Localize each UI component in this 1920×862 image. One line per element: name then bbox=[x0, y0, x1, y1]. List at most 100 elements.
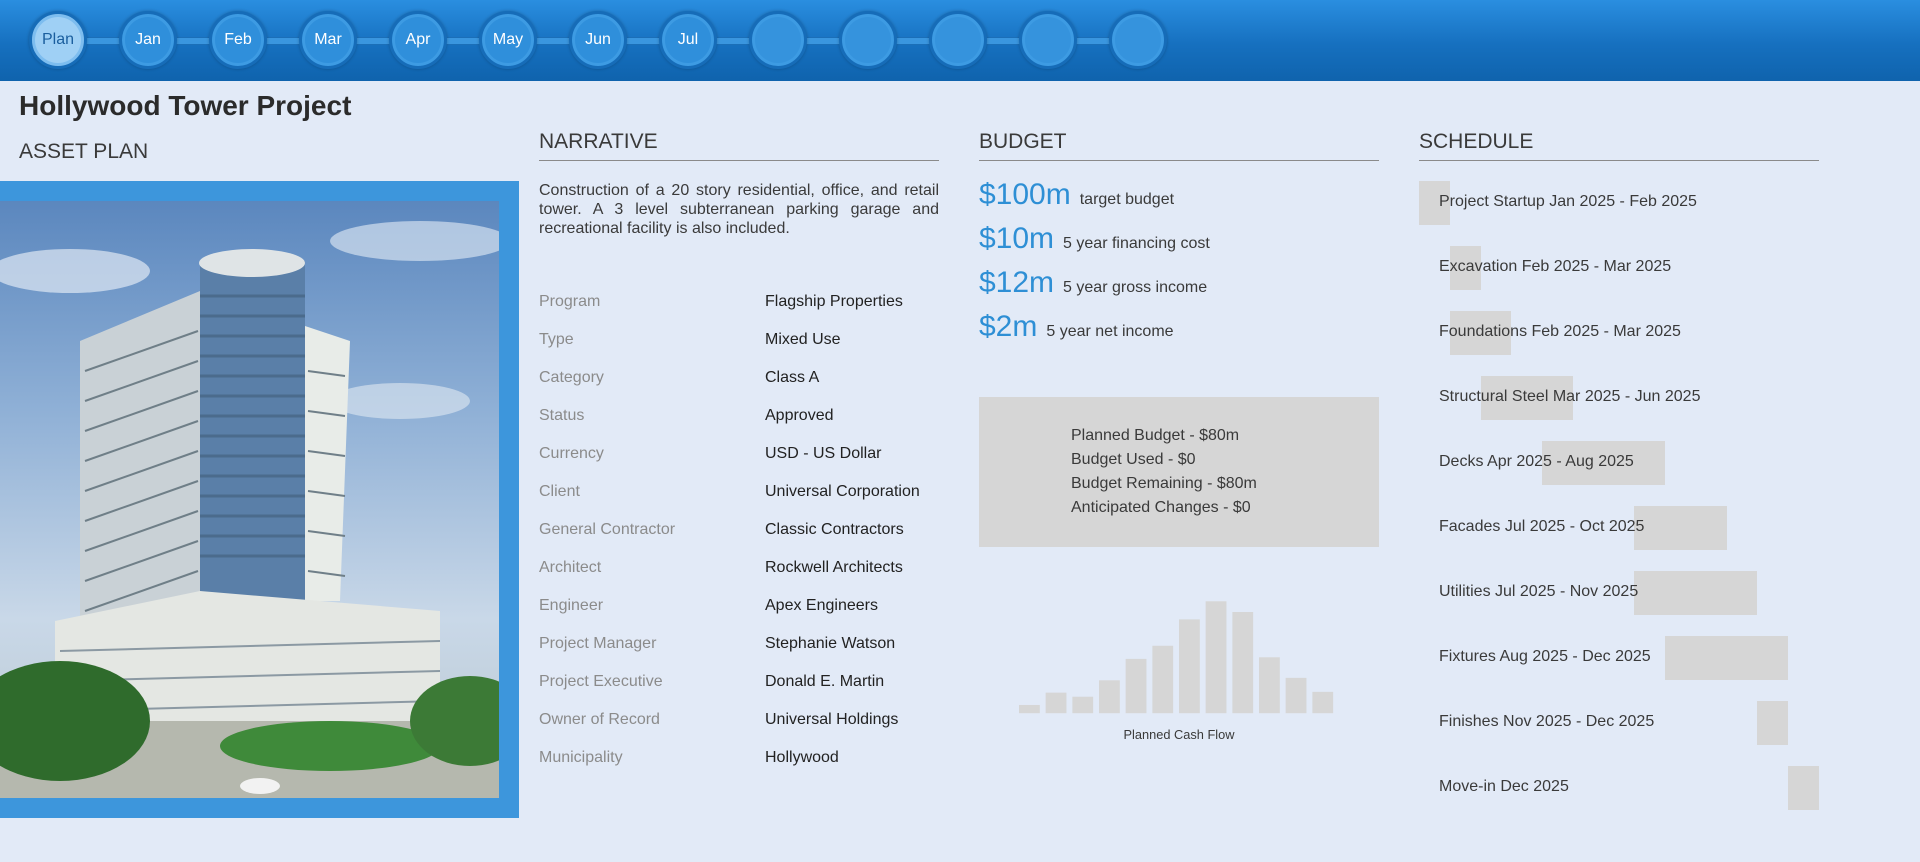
budget-figure: $100m target budget bbox=[979, 178, 1399, 222]
property-value: Universal Holdings bbox=[765, 711, 899, 728]
timeline-step-mar[interactable]: Mar bbox=[299, 11, 357, 69]
timeline-step-jul[interactable]: Jul bbox=[659, 11, 717, 69]
property-row: Program Flagship Properties bbox=[539, 293, 959, 331]
cash-flow-bar bbox=[1232, 612, 1254, 714]
schedule-bar bbox=[1634, 571, 1758, 615]
cash-flow-bar bbox=[1019, 704, 1040, 714]
page-subtitle: ASSET PLAN bbox=[19, 140, 149, 163]
budget-summary-line: Budget Remaining - $80m bbox=[1071, 475, 1257, 492]
property-row: Architect Rockwell Architects bbox=[539, 559, 959, 597]
schedule-bar bbox=[1665, 636, 1789, 680]
budget-summary-line: Anticipated Changes - $0 bbox=[1071, 499, 1251, 516]
cash-flow-bar bbox=[1099, 680, 1120, 714]
cash-flow-chart: Planned Cash Flow bbox=[1019, 601, 1334, 742]
budget-figure: $2m 5 year net income bbox=[979, 310, 1399, 354]
timeline-step-blank-9[interactable] bbox=[749, 11, 807, 69]
property-value: Stephanie Watson bbox=[765, 635, 896, 652]
cash-flow-bar bbox=[1285, 677, 1307, 714]
schedule-task-label: Move-in Dec 2025 bbox=[1439, 778, 1569, 795]
timeline-step-blank-13[interactable] bbox=[1109, 11, 1167, 69]
timeline-step-blank-12[interactable] bbox=[1019, 11, 1077, 69]
property-row: General Contractor Classic Contractors bbox=[539, 521, 959, 559]
timeline-step-jan[interactable]: Jan bbox=[119, 11, 177, 69]
schedule-task-label: Project Startup Jan 2025 - Feb 2025 bbox=[1439, 193, 1697, 210]
property-value: Class A bbox=[765, 369, 820, 386]
property-label: Program bbox=[539, 293, 601, 310]
property-row: Type Mixed Use bbox=[539, 331, 959, 369]
property-value: Rockwell Architects bbox=[765, 559, 903, 576]
timeline-step-apr[interactable]: Apr bbox=[389, 11, 447, 69]
budget-figures: $100m target budget $10m 5 year financing c… bbox=[979, 178, 1399, 354]
budget-summary-line: Planned Budget - $80m bbox=[1071, 427, 1240, 444]
property-value: Hollywood bbox=[765, 749, 839, 766]
narrative-text: Construction of a 20 story residential, … bbox=[539, 182, 939, 237]
budget-summary-box: Planned Budget - $80m Budget Used - $0 Bud… bbox=[979, 397, 1379, 547]
budget-amount: $100m bbox=[979, 178, 1071, 211]
timeline-step-may[interactable]: May bbox=[479, 11, 537, 69]
schedule-bar bbox=[1542, 441, 1666, 485]
cash-flow-bar bbox=[1205, 601, 1227, 714]
timeline-step-blank-10[interactable] bbox=[839, 11, 897, 69]
property-label: Architect bbox=[539, 559, 602, 576]
schedule-task-label: Finishes Nov 2025 - Dec 2025 bbox=[1439, 713, 1655, 730]
property-value: USD - US Dollar bbox=[765, 445, 882, 462]
project-image-frame bbox=[0, 181, 519, 818]
property-row: Owner of Record Universal Holdings bbox=[539, 711, 959, 749]
cash-flow-bar bbox=[1072, 696, 1094, 714]
budget-amount: $2m bbox=[979, 310, 1038, 343]
schedule-task-label: Foundations Feb 2025 - Mar 2025 bbox=[1439, 323, 1681, 340]
schedule-task-label: Decks Apr 2025 - Aug 2025 bbox=[1439, 453, 1634, 470]
property-label: Type bbox=[539, 331, 574, 348]
schedule-bar bbox=[1757, 701, 1789, 745]
property-row: Client Universal Corporation bbox=[539, 483, 959, 521]
property-value: Flagship Properties bbox=[765, 293, 903, 310]
page-title: Hollywood Tower Project bbox=[19, 90, 352, 121]
property-label: Currency bbox=[539, 445, 604, 462]
narrative-heading: NARRATIVE bbox=[539, 130, 939, 161]
property-row: Status Approved bbox=[539, 407, 959, 445]
schedule-task-label: Utilities Jul 2025 - Nov 2025 bbox=[1439, 583, 1639, 600]
budget-figure: $12m 5 year gross income bbox=[979, 266, 1399, 310]
schedule-bar bbox=[1788, 766, 1819, 810]
timeline-step-jun[interactable]: Jun bbox=[569, 11, 627, 69]
property-row: Project Manager Stephanie Watson bbox=[539, 635, 959, 673]
budget-summary: Planned Budget - $80m Budget Used - $0 Bud… bbox=[1071, 424, 1257, 520]
property-row: Engineer Apex Engineers bbox=[539, 597, 959, 635]
schedule-task-label: Fixtures Aug 2025 - Dec 2025 bbox=[1439, 648, 1651, 665]
timeline-step-blank-11[interactable] bbox=[929, 11, 987, 69]
timeline-step-plan[interactable]: Plan bbox=[29, 11, 87, 69]
schedule-heading: SCHEDULE bbox=[1419, 130, 1819, 161]
budget-amount-label: target budget bbox=[1079, 191, 1175, 208]
property-value: Donald E. Martin bbox=[765, 673, 885, 690]
schedule-task-label: Facades Jul 2025 - Oct 2025 bbox=[1439, 518, 1645, 535]
project-properties: Program Flagship Properties Type Mixed Use C… bbox=[539, 293, 959, 787]
building-rendering-image bbox=[0, 201, 499, 798]
property-label: Project Manager bbox=[539, 635, 657, 652]
property-row: Project Executive Donald E. Martin bbox=[539, 673, 959, 711]
budget-amount: $10m bbox=[979, 222, 1055, 255]
budget-figure: $10m 5 year financing cost bbox=[979, 222, 1399, 266]
property-row: Category Class A bbox=[539, 369, 959, 407]
timeline-bar: Plan Jan Feb Mar Apr May Jun Jul bbox=[0, 0, 1920, 81]
budget-amount: $12m bbox=[979, 266, 1055, 299]
property-value: Approved bbox=[765, 407, 834, 424]
budget-amount-label: 5 year gross income bbox=[1063, 279, 1208, 296]
schedule-bar bbox=[1449, 311, 1512, 355]
timeline-step-feb[interactable]: Feb bbox=[209, 11, 267, 69]
schedule-gantt: Project Startup Jan 2025 - Feb 2025 Excav… bbox=[1419, 181, 1819, 821]
budget-heading: BUDGET bbox=[979, 130, 1379, 161]
schedule-task-label: Excavation Feb 2025 - Mar 2025 bbox=[1439, 258, 1672, 275]
budget-amount-label: 5 year net income bbox=[1046, 323, 1174, 340]
cash-flow-caption: Planned Cash Flow bbox=[1124, 727, 1236, 742]
property-label: General Contractor bbox=[539, 521, 676, 538]
cash-flow-bar bbox=[1179, 619, 1200, 714]
property-value: Universal Corporation bbox=[765, 483, 920, 500]
property-label: Category bbox=[539, 369, 604, 386]
property-row: Municipality Hollywood bbox=[539, 749, 959, 787]
schedule-bar bbox=[1449, 246, 1481, 290]
schedule-task-label: Structural Steel Mar 2025 - Jun 2025 bbox=[1439, 388, 1701, 405]
property-label: Client bbox=[539, 483, 580, 500]
property-label: Status bbox=[539, 407, 585, 424]
property-label: Project Executive bbox=[539, 673, 663, 690]
cash-flow-bar bbox=[1312, 691, 1334, 714]
